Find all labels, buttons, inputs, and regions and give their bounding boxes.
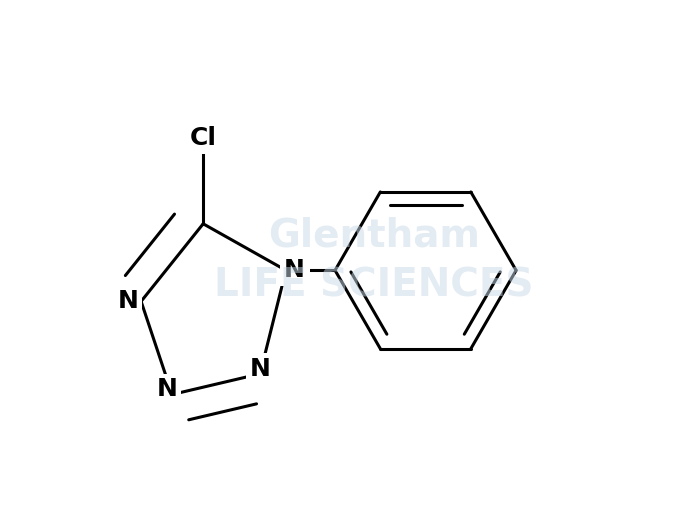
Text: N: N xyxy=(250,357,271,381)
Text: Glentham
LIFE SCIENCES: Glentham LIFE SCIENCES xyxy=(214,216,534,304)
Text: N: N xyxy=(283,258,304,282)
Text: Cl: Cl xyxy=(190,126,216,150)
Text: N: N xyxy=(118,289,139,314)
Text: N: N xyxy=(157,378,177,401)
Text: N: N xyxy=(286,258,307,282)
